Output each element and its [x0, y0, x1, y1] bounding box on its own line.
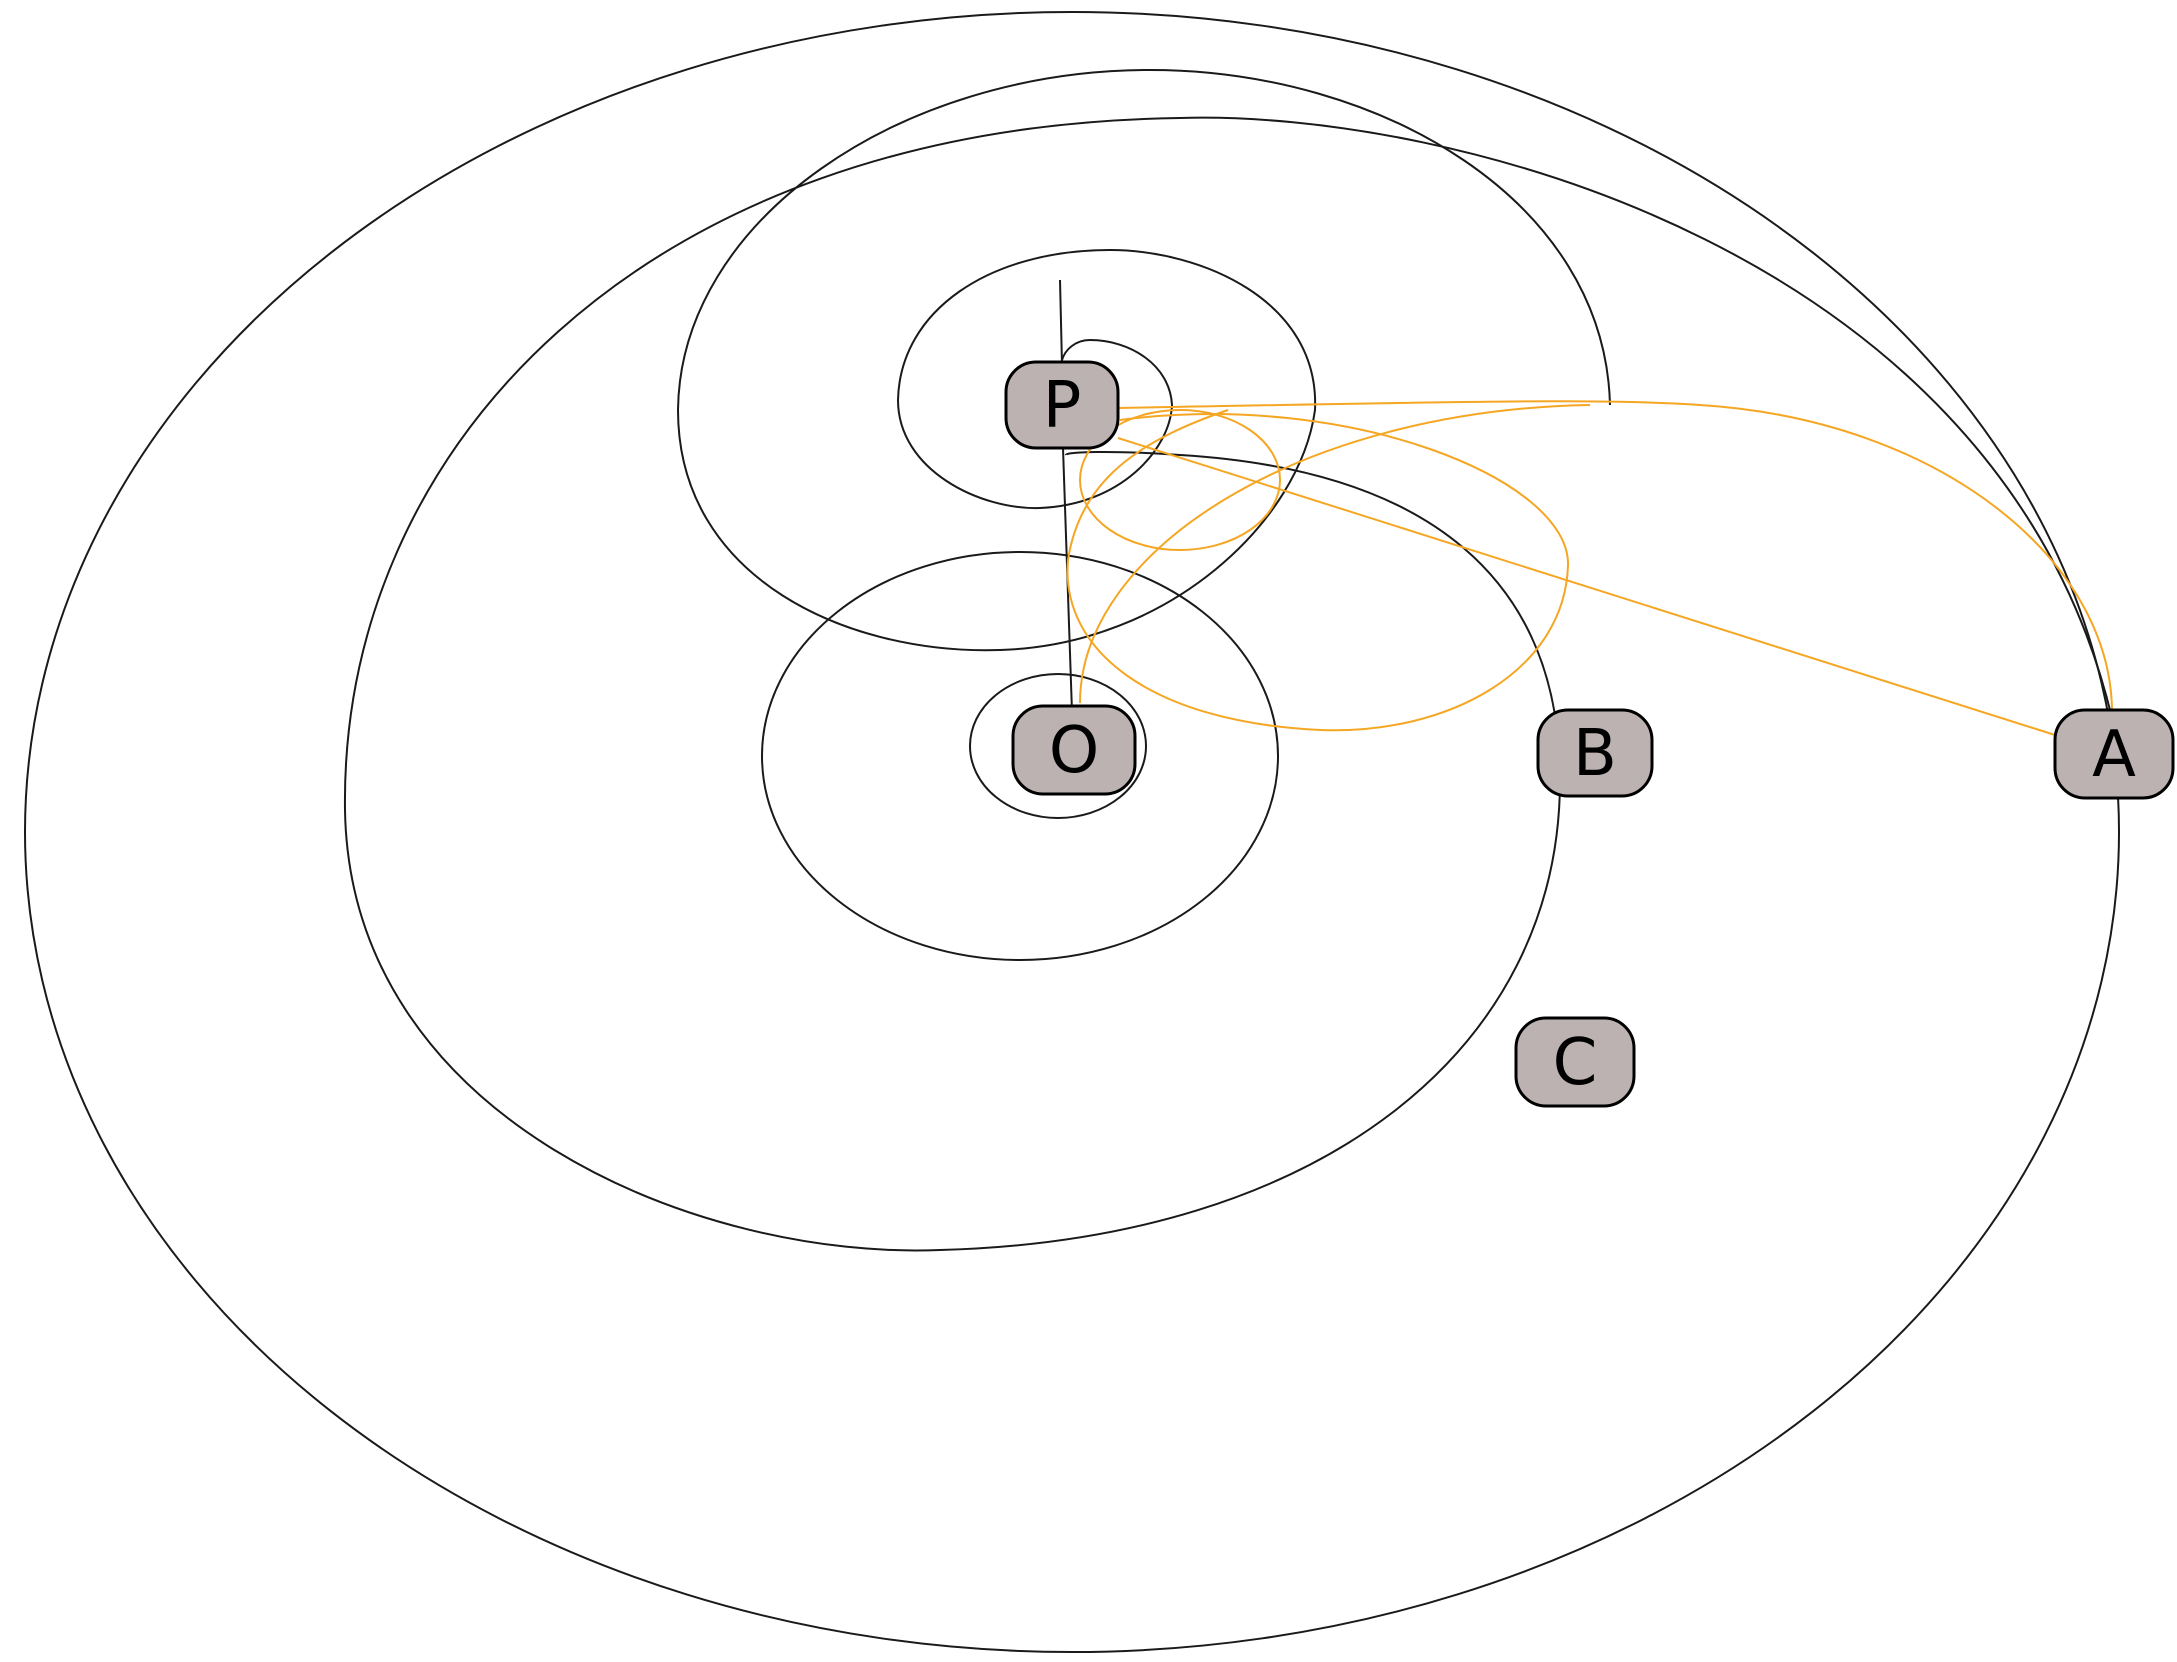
node-a-label: A: [2092, 718, 2136, 792]
o-surround-ellipse: [761, 551, 1279, 961]
node-a-box: [2053, 708, 2175, 800]
black-edge-layer: [24, 11, 2120, 1653]
p-to-a-straight-edge: [1117, 437, 2056, 736]
node-c[interactable]: C: [1514, 1016, 1636, 1108]
node-c-label: C: [1553, 1026, 1598, 1100]
node-c-box: [1514, 1016, 1636, 1108]
node-b-label: B: [1573, 717, 1617, 791]
node-o-label: O: [1049, 714, 1099, 788]
loop-edge-medium: [676, 68, 1611, 652]
p-self-loop-orange: [1079, 409, 1281, 551]
p-top-stub-edge: [1059, 279, 1063, 366]
o-to-a-loop-edge: [1079, 404, 1591, 704]
node-o-box: [1011, 704, 1137, 796]
node-p-label: P: [1043, 369, 1082, 443]
node-a[interactable]: A: [2053, 708, 2175, 800]
p-to-a-top-edge: [1117, 400, 2113, 711]
node-o[interactable]: O: [1011, 704, 1137, 796]
loop-edge-large: [343, 116, 2113, 1252]
node-b-box: [1536, 708, 1654, 798]
p-orange-loop-large: [1066, 409, 1570, 732]
node-p[interactable]: P: [1004, 360, 1120, 450]
node-p-box: [1004, 360, 1120, 450]
orange-edge-layer: [1066, 400, 2113, 736]
outer-ellipse-edge: [24, 11, 2120, 1653]
node-b[interactable]: B: [1536, 708, 1654, 798]
o-self-loop-edge: [969, 673, 1147, 819]
node-layer: P O B A C: [1004, 360, 2175, 1108]
